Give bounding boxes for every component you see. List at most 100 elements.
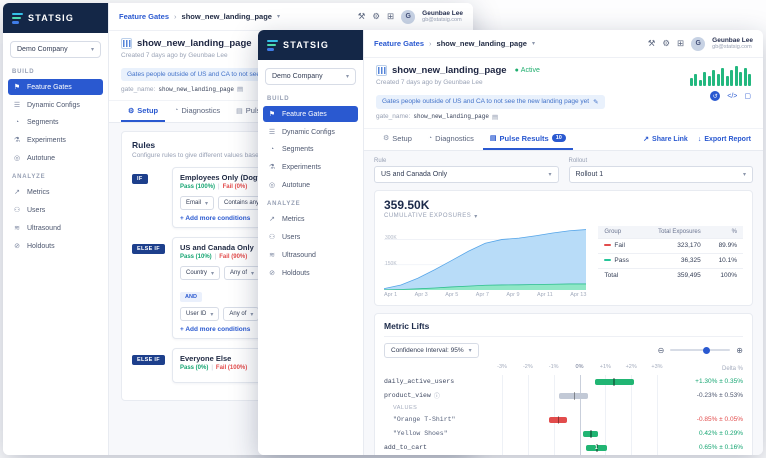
workspace-name: Demo Company [272, 73, 323, 80]
tab-setup[interactable]: ⚙ Setup [121, 101, 166, 122]
sidebar-item-label: Feature Gates [282, 110, 327, 118]
add-more-conditions-link[interactable]: + Add more conditions [180, 326, 251, 333]
sidebar-item-ultrasound[interactable]: ≋ Ultrasound [263, 247, 358, 263]
copy-icon[interactable]: ▤ [236, 86, 244, 93]
apps-grid-icon[interactable]: ⊞ [387, 11, 395, 21]
sidebar-item-users[interactable]: ⚇ Users [8, 202, 103, 218]
sidebar-item-experiments[interactable]: ⚗ Experiments [263, 159, 358, 175]
table-row: Total 359,495 100% [598, 267, 743, 283]
zoom-slider[interactable] [670, 346, 731, 354]
condition-operator-select[interactable]: Any of ▾ [224, 266, 261, 280]
sidebar-item-segments[interactable]: ◔ Segments [263, 142, 358, 157]
workspace-selector[interactable]: Demo Company ▾ [10, 41, 101, 58]
edit-pencil-icon[interactable]: ✎ [593, 98, 599, 106]
confidence-bar[interactable] [582, 429, 598, 438]
metric-name: daily_active_users [384, 378, 455, 385]
tab-diagnostics[interactable]: ◔ Diagnostics [167, 101, 227, 122]
x-axis-ticks: Apr 1 Apr 3 Apr 5 Apr 7 Apr 9 Apr 11 Apr 13 [384, 291, 587, 298]
add-more-conditions-link[interactable]: + Add more conditions [180, 215, 251, 222]
sidebar-item-label: Autotune [27, 154, 56, 162]
tools-icon[interactable]: ⚒ [357, 11, 366, 21]
exposures-metric-label: CUMULATIVE EXPOSURES [384, 213, 472, 219]
sidebar-item-segments[interactable]: ◔ Segments [8, 115, 103, 130]
workspace-selector[interactable]: Demo Company ▾ [265, 68, 356, 85]
breadcrumb-current[interactable]: show_new_landing_page [181, 12, 272, 21]
sidebar-item-holdouts[interactable]: ⊘ Holdouts [263, 265, 358, 281]
breadcrumb-root[interactable]: Feature Gates [119, 12, 170, 21]
chevron-down-icon: ▾ [474, 213, 478, 220]
settings-gear-icon[interactable]: ⚙ [372, 11, 381, 21]
sidebar-item-autotune[interactable]: ◎ Autotune [8, 150, 103, 166]
lift-row-orange-tshirt: "Orange T-Shirt" -0.85% ± 0.05% [384, 413, 743, 427]
rollout-select[interactable]: Rollout 1 ▾ [568, 165, 753, 183]
exposures-metric-select[interactable]: CUMULATIVE EXPOSURES ▾ [384, 213, 743, 220]
info-icon[interactable]: ⓘ [433, 394, 440, 400]
chevron-down-icon: ▾ [90, 47, 94, 53]
zoom-out-icon[interactable]: ⊖ [657, 345, 665, 355]
condition-field-value: Email [186, 200, 202, 206]
tab-setup[interactable]: ⚙ Setup [376, 129, 419, 150]
sidebar-item-metrics[interactable]: ↗ Metrics [8, 184, 103, 200]
history-icon[interactable]: ↺ [710, 91, 721, 101]
slider-knob[interactable] [703, 346, 711, 354]
pct-cell: 100% [706, 267, 743, 283]
confidence-bar[interactable] [548, 415, 567, 424]
sidebar-item-ultrasound[interactable]: ≋ Ultrasound [8, 220, 103, 236]
sidebar-item-dynamic-configs[interactable]: ☰ Dynamic Configs [8, 97, 103, 113]
sidebar-item-autotune[interactable]: ◎ Autotune [263, 177, 358, 193]
confidence-bar[interactable]: 1 [585, 443, 607, 452]
condition-operator-value: Contains any of [224, 200, 266, 206]
share-link-button[interactable]: ↗ Share Link [643, 135, 688, 144]
exposures-cell: 36,325 [641, 252, 707, 268]
apps-grid-icon[interactable]: ⊞ [677, 38, 685, 48]
confidence-interval-select[interactable]: Confidence Interval: 95% ▾ [384, 342, 479, 358]
breadcrumb-root[interactable]: Feature Gates [374, 39, 425, 48]
tools-icon[interactable]: ⚒ [647, 38, 656, 48]
chevron-down-icon: ▾ [251, 270, 255, 277]
user-menu[interactable]: Geunbae Lee gb@statsig.com [712, 37, 753, 51]
avatar[interactable]: G [401, 9, 416, 24]
chevron-down-icon[interactable]: ▾ [531, 41, 535, 47]
statsig-logo[interactable]: STATSIG [258, 30, 363, 60]
breadcrumb-current[interactable]: show_new_landing_page [436, 39, 527, 48]
statsig-logo[interactable]: STATSIG [3, 3, 108, 33]
settings-gear-icon[interactable]: ⚙ [662, 38, 671, 48]
rule-select[interactable]: US and Canada Only ▾ [374, 165, 559, 183]
sidebar-item-feature-gates[interactable]: ⚑ Feature Gates [8, 79, 103, 95]
sidebar-item-metrics[interactable]: ↗ Metrics [263, 211, 358, 227]
sidebar-item-label: Dynamic Configs [282, 128, 335, 136]
condition-field-select[interactable]: User ID ▾ [180, 307, 220, 321]
condition-operator-value: Any of [230, 270, 248, 276]
gate-name-value: show_new_landing_page [413, 113, 489, 120]
condition-operator-select[interactable]: Any of ▾ [223, 307, 260, 321]
confidence-bar[interactable] [559, 391, 588, 400]
and-badge: AND [180, 292, 202, 302]
condition-field-select[interactable]: Country ▾ [180, 266, 221, 280]
zoom-in-icon[interactable]: ⊕ [736, 345, 743, 355]
pass-series-swatch [604, 259, 612, 262]
code-icon[interactable]: </> [727, 92, 738, 100]
sidebar-item-experiments[interactable]: ⚗ Experiments [8, 132, 103, 148]
tab-label: Setup [392, 133, 412, 143]
sidebar-item-label: Experiments [27, 136, 66, 144]
expand-icon[interactable]: ▢ [744, 93, 751, 100]
export-report-button[interactable]: ↓ Export Report [698, 136, 751, 143]
sidebar-item-dynamic-configs[interactable]: ☰ Dynamic Configs [263, 124, 358, 140]
avatar[interactable]: G [691, 36, 706, 51]
pass-fail-line: Pass (100%) | Fail (0%) [180, 184, 442, 190]
sidebar-item-users[interactable]: ⚇ Users [263, 229, 358, 245]
sidebar-item-feature-gates[interactable]: ⚑ Feature Gates [263, 106, 358, 122]
confidence-bar[interactable] [595, 377, 634, 386]
sidebar-item-holdouts[interactable]: ⊘ Holdouts [8, 238, 103, 254]
chevron-down-icon[interactable]: ▾ [276, 14, 280, 20]
chevron-down-icon: ▾ [250, 311, 254, 318]
statsig-logo-text: STATSIG [28, 13, 75, 23]
tab-diagnostics[interactable]: ◔ Diagnostics [421, 129, 481, 150]
user-menu[interactable]: Geunbae Lee gb@statsig.com [422, 10, 463, 24]
gate-name-row: gate_name: show_new_landing_page ▤ [376, 113, 751, 128]
copy-icon[interactable]: ▤ [491, 113, 499, 121]
condition-field-select[interactable]: Email ▾ [180, 196, 215, 210]
column-header: Total Exposures [641, 225, 707, 238]
tab-label: Pulse Results [499, 133, 549, 143]
